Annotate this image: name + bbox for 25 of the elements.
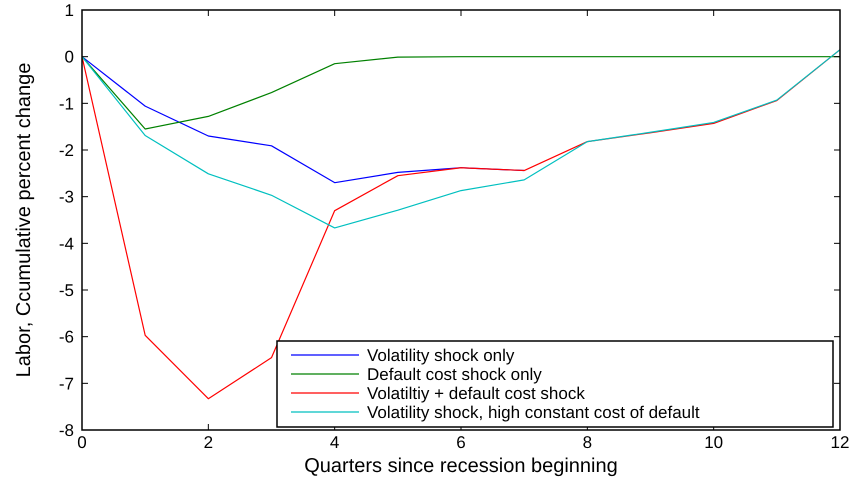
x-axis-title: Quarters since recession beginning: [304, 455, 618, 477]
y-tick-label: -2: [58, 141, 74, 160]
legend-label: Volatility shock only: [367, 346, 515, 365]
y-tick-label: 1: [64, 1, 74, 20]
y-tick-label: -8: [58, 421, 74, 440]
x-tick-label: 4: [330, 433, 340, 452]
x-tick-label: 8: [582, 433, 592, 452]
y-axis-title: Labor, Ccumulative percent change: [13, 62, 35, 378]
line-series: [81, 49, 841, 229]
y-tick-label: -6: [58, 328, 74, 347]
y-tick-label: -3: [58, 188, 74, 207]
legend-label: Default cost shock only: [367, 365, 542, 384]
x-tick-label: 10: [704, 433, 724, 452]
y-tick-label: -1: [58, 94, 74, 114]
x-tick-label: 2: [204, 433, 214, 452]
y-tick-label: 0: [64, 48, 74, 67]
y-tick-label: -4: [58, 234, 74, 254]
y-tick-label: -5: [58, 281, 74, 300]
x-tick-label: 12: [830, 433, 850, 452]
x-tick-label: 6: [456, 433, 466, 452]
y-tick-label: -7: [58, 374, 74, 394]
x-tick-label: 0: [77, 433, 87, 452]
legend-label: Volatiltiy + default cost shock: [367, 384, 586, 403]
legend-label: Volatility shock, high constant cost of default: [367, 403, 700, 422]
line-series: [81, 56, 841, 130]
